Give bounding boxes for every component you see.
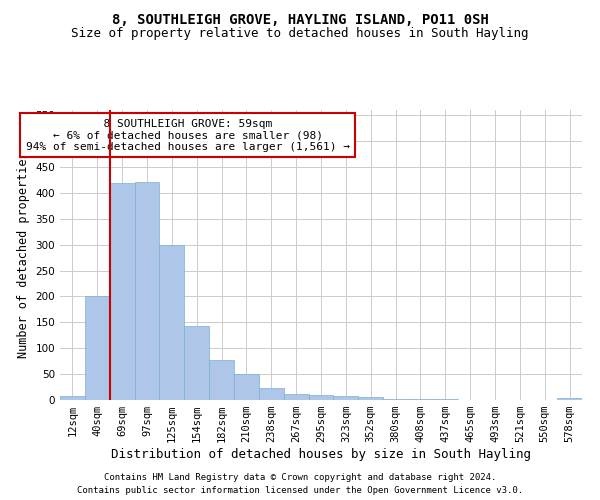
Bar xyxy=(110,182,134,400)
Bar xyxy=(209,360,234,400)
Bar xyxy=(308,396,334,400)
Bar xyxy=(284,394,308,400)
Text: Size of property relative to detached houses in South Hayling: Size of property relative to detached ho… xyxy=(71,28,529,40)
Bar xyxy=(557,398,582,400)
Text: 8 SOUTHLEIGH GROVE: 59sqm  
← 6% of detached houses are smaller (98)
94% of semi: 8 SOUTHLEIGH GROVE: 59sqm ← 6% of detach… xyxy=(26,118,350,152)
Bar xyxy=(334,396,358,400)
Bar xyxy=(85,296,110,400)
Text: 8, SOUTHLEIGH GROVE, HAYLING ISLAND, PO11 0SH: 8, SOUTHLEIGH GROVE, HAYLING ISLAND, PO1… xyxy=(112,12,488,26)
Bar xyxy=(184,326,209,400)
Text: Contains public sector information licensed under the Open Government Licence v3: Contains public sector information licen… xyxy=(77,486,523,495)
Y-axis label: Number of detached properties: Number of detached properties xyxy=(17,152,30,358)
X-axis label: Distribution of detached houses by size in South Hayling: Distribution of detached houses by size … xyxy=(111,448,531,461)
Bar xyxy=(160,244,184,400)
Bar xyxy=(358,398,383,400)
Bar xyxy=(60,396,85,400)
Text: Contains HM Land Registry data © Crown copyright and database right 2024.: Contains HM Land Registry data © Crown c… xyxy=(104,472,496,482)
Bar xyxy=(259,388,284,400)
Bar xyxy=(134,182,160,400)
Bar xyxy=(383,399,408,400)
Bar xyxy=(234,374,259,400)
